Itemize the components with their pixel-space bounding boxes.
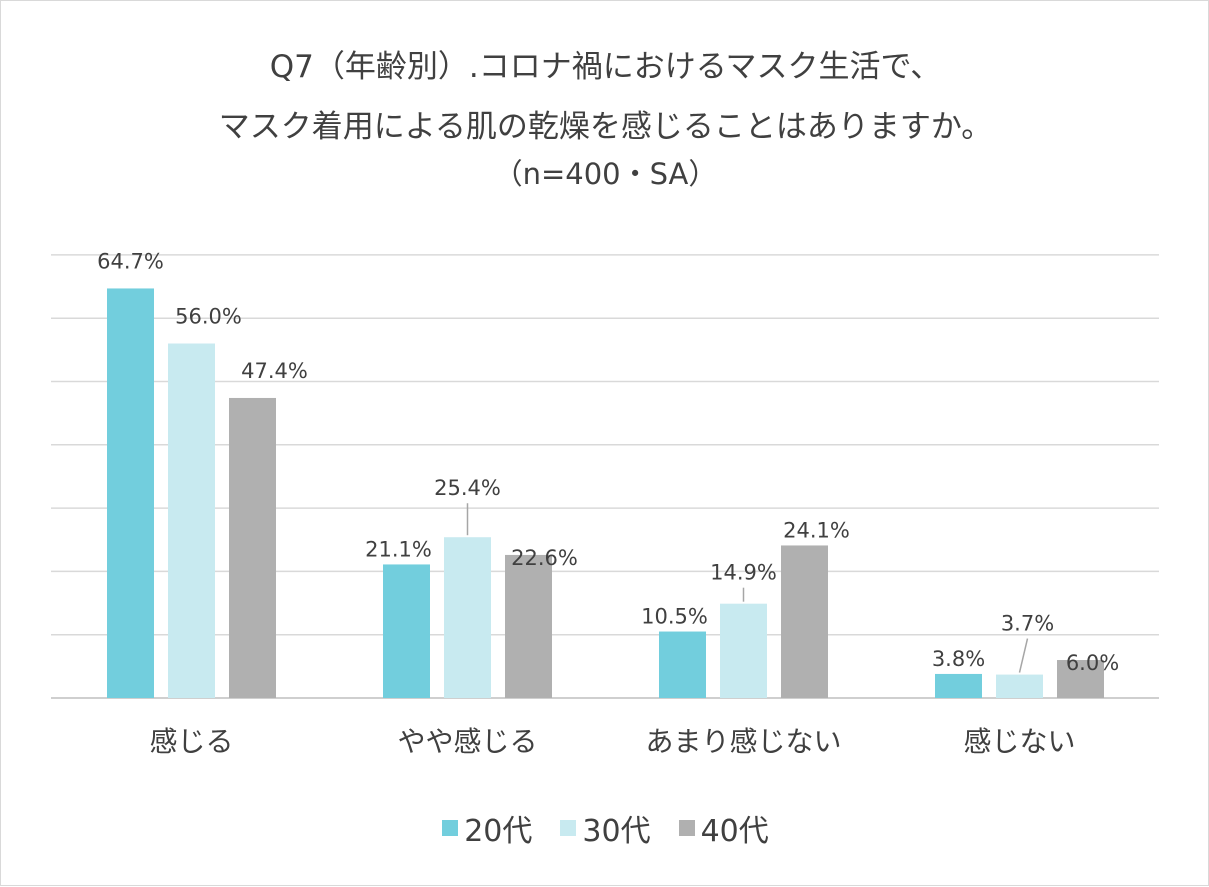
category-label-0: 感じる (149, 725, 233, 758)
chart-subtitle: （n=400・SA） (493, 157, 718, 191)
legend-label-20s: 20代 (464, 814, 533, 849)
bar-20s-1 (383, 564, 430, 698)
bar-30s-1 (444, 537, 491, 698)
category-label-1: やや感じる (397, 725, 537, 758)
legend-item-20s: 20代 (442, 806, 532, 850)
data-label-40s-1: 22.6% (511, 546, 578, 570)
bar-30s-2 (720, 603, 767, 698)
data-labels: 64.7% 56.0% 47.4% 21.1% 25.4% 22.6% 10.5%14.9%… (97, 249, 1119, 675)
legend-swatch-30s (560, 820, 577, 836)
legend-swatch-20s (442, 820, 459, 836)
bar-40s-0 (229, 397, 276, 698)
data-label-30s-2: 14.9% (710, 561, 777, 585)
category-label-3: 感じない (963, 725, 1075, 758)
legend-label-30s: 30代 (582, 814, 651, 849)
data-label-40s-2: 24.1% (783, 518, 850, 542)
bars (107, 288, 1104, 698)
legend-label-40s: 40代 (700, 814, 769, 849)
data-label-40s-0: 47.4% (241, 359, 308, 383)
data-label-30s-3: 3.7% (1001, 612, 1054, 636)
data-label-30s-1: 25.4% (434, 476, 501, 500)
data-label-20s-1: 21.1% (365, 537, 432, 561)
legend-swatch-40s (678, 820, 695, 836)
category-label-2: あまり感じない (645, 725, 841, 758)
bar-40s-3 (1057, 660, 1104, 698)
bar-20s-0 (107, 288, 154, 698)
leader-lines (466, 503, 1029, 673)
legend-item-30s: 30代 (560, 806, 651, 850)
bar-30s-0 (168, 343, 215, 698)
data-label-20s-0: 64.7% (97, 249, 164, 273)
data-label-20s-2: 10.5% (641, 605, 708, 629)
bar-40s-2 (781, 545, 828, 698)
leader-line-30s-3 (1018, 638, 1029, 673)
category-labels: 感じる やや感じる あまり感じない 感じない (149, 725, 1075, 758)
data-label-20s-3: 3.8% (932, 647, 985, 671)
bar-20s-3 (935, 673, 982, 698)
legend-item-40s: 40代 (678, 806, 769, 850)
legend: 20代 30代 40代 (1, 806, 1209, 850)
data-label-30s-0: 56.0% (175, 305, 242, 329)
bar-20s-2 (659, 631, 706, 698)
chart-title-line-1: Q7（年齢別）.コロナ禍におけるマスク生活で、 (269, 49, 942, 85)
chart-title-line-2: マスク着用による肌の乾燥を感じることはありますか。 (218, 109, 993, 145)
data-label-40s-3: 6.0% (1066, 651, 1119, 675)
bar-40s-1 (505, 554, 552, 698)
bar-30s-3 (996, 674, 1043, 698)
